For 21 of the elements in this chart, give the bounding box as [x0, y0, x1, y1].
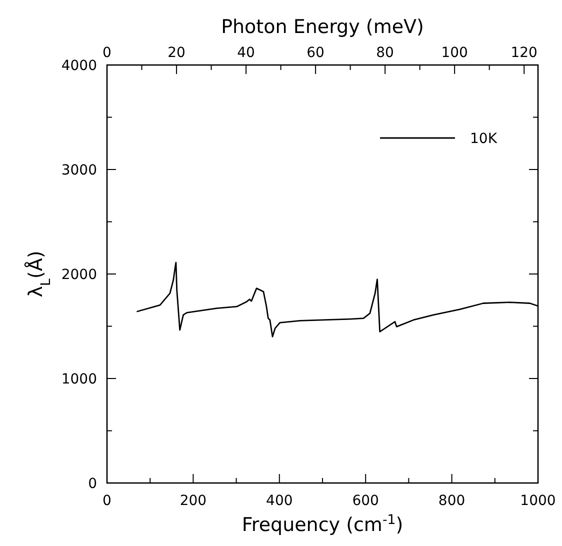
x2-tick-label: 0	[102, 45, 112, 61]
x-tick-label: 200	[180, 493, 207, 509]
x2-tick-label: 100	[441, 45, 468, 61]
x-tick-label: 400	[266, 493, 293, 509]
x-axis-title: Frequency (cm$^{-1}$)	[242, 512, 404, 536]
y-tick-label: 1000	[61, 372, 97, 388]
x2-axis-title: Photon Energy (meV)	[221, 16, 424, 38]
y-tick-label: 2000	[61, 267, 97, 283]
x-tick-label: 800	[438, 493, 466, 509]
x-tick-label: 0	[102, 493, 112, 509]
x2-tick-label: 60	[306, 45, 324, 61]
y-tick-label: 3000	[61, 162, 97, 178]
x-tick-label: 1000	[520, 493, 556, 509]
x-tick-label: 600	[352, 493, 379, 509]
x2-tick-label: 40	[237, 45, 255, 61]
y-tick-label: 4000	[61, 58, 97, 74]
x2-tick-label: 20	[168, 45, 186, 61]
y-tick-label: 0	[88, 476, 97, 492]
x2-tick-label: 120	[510, 45, 538, 61]
x2-tick-label: 80	[376, 45, 394, 61]
text: 10K	[470, 131, 498, 147]
